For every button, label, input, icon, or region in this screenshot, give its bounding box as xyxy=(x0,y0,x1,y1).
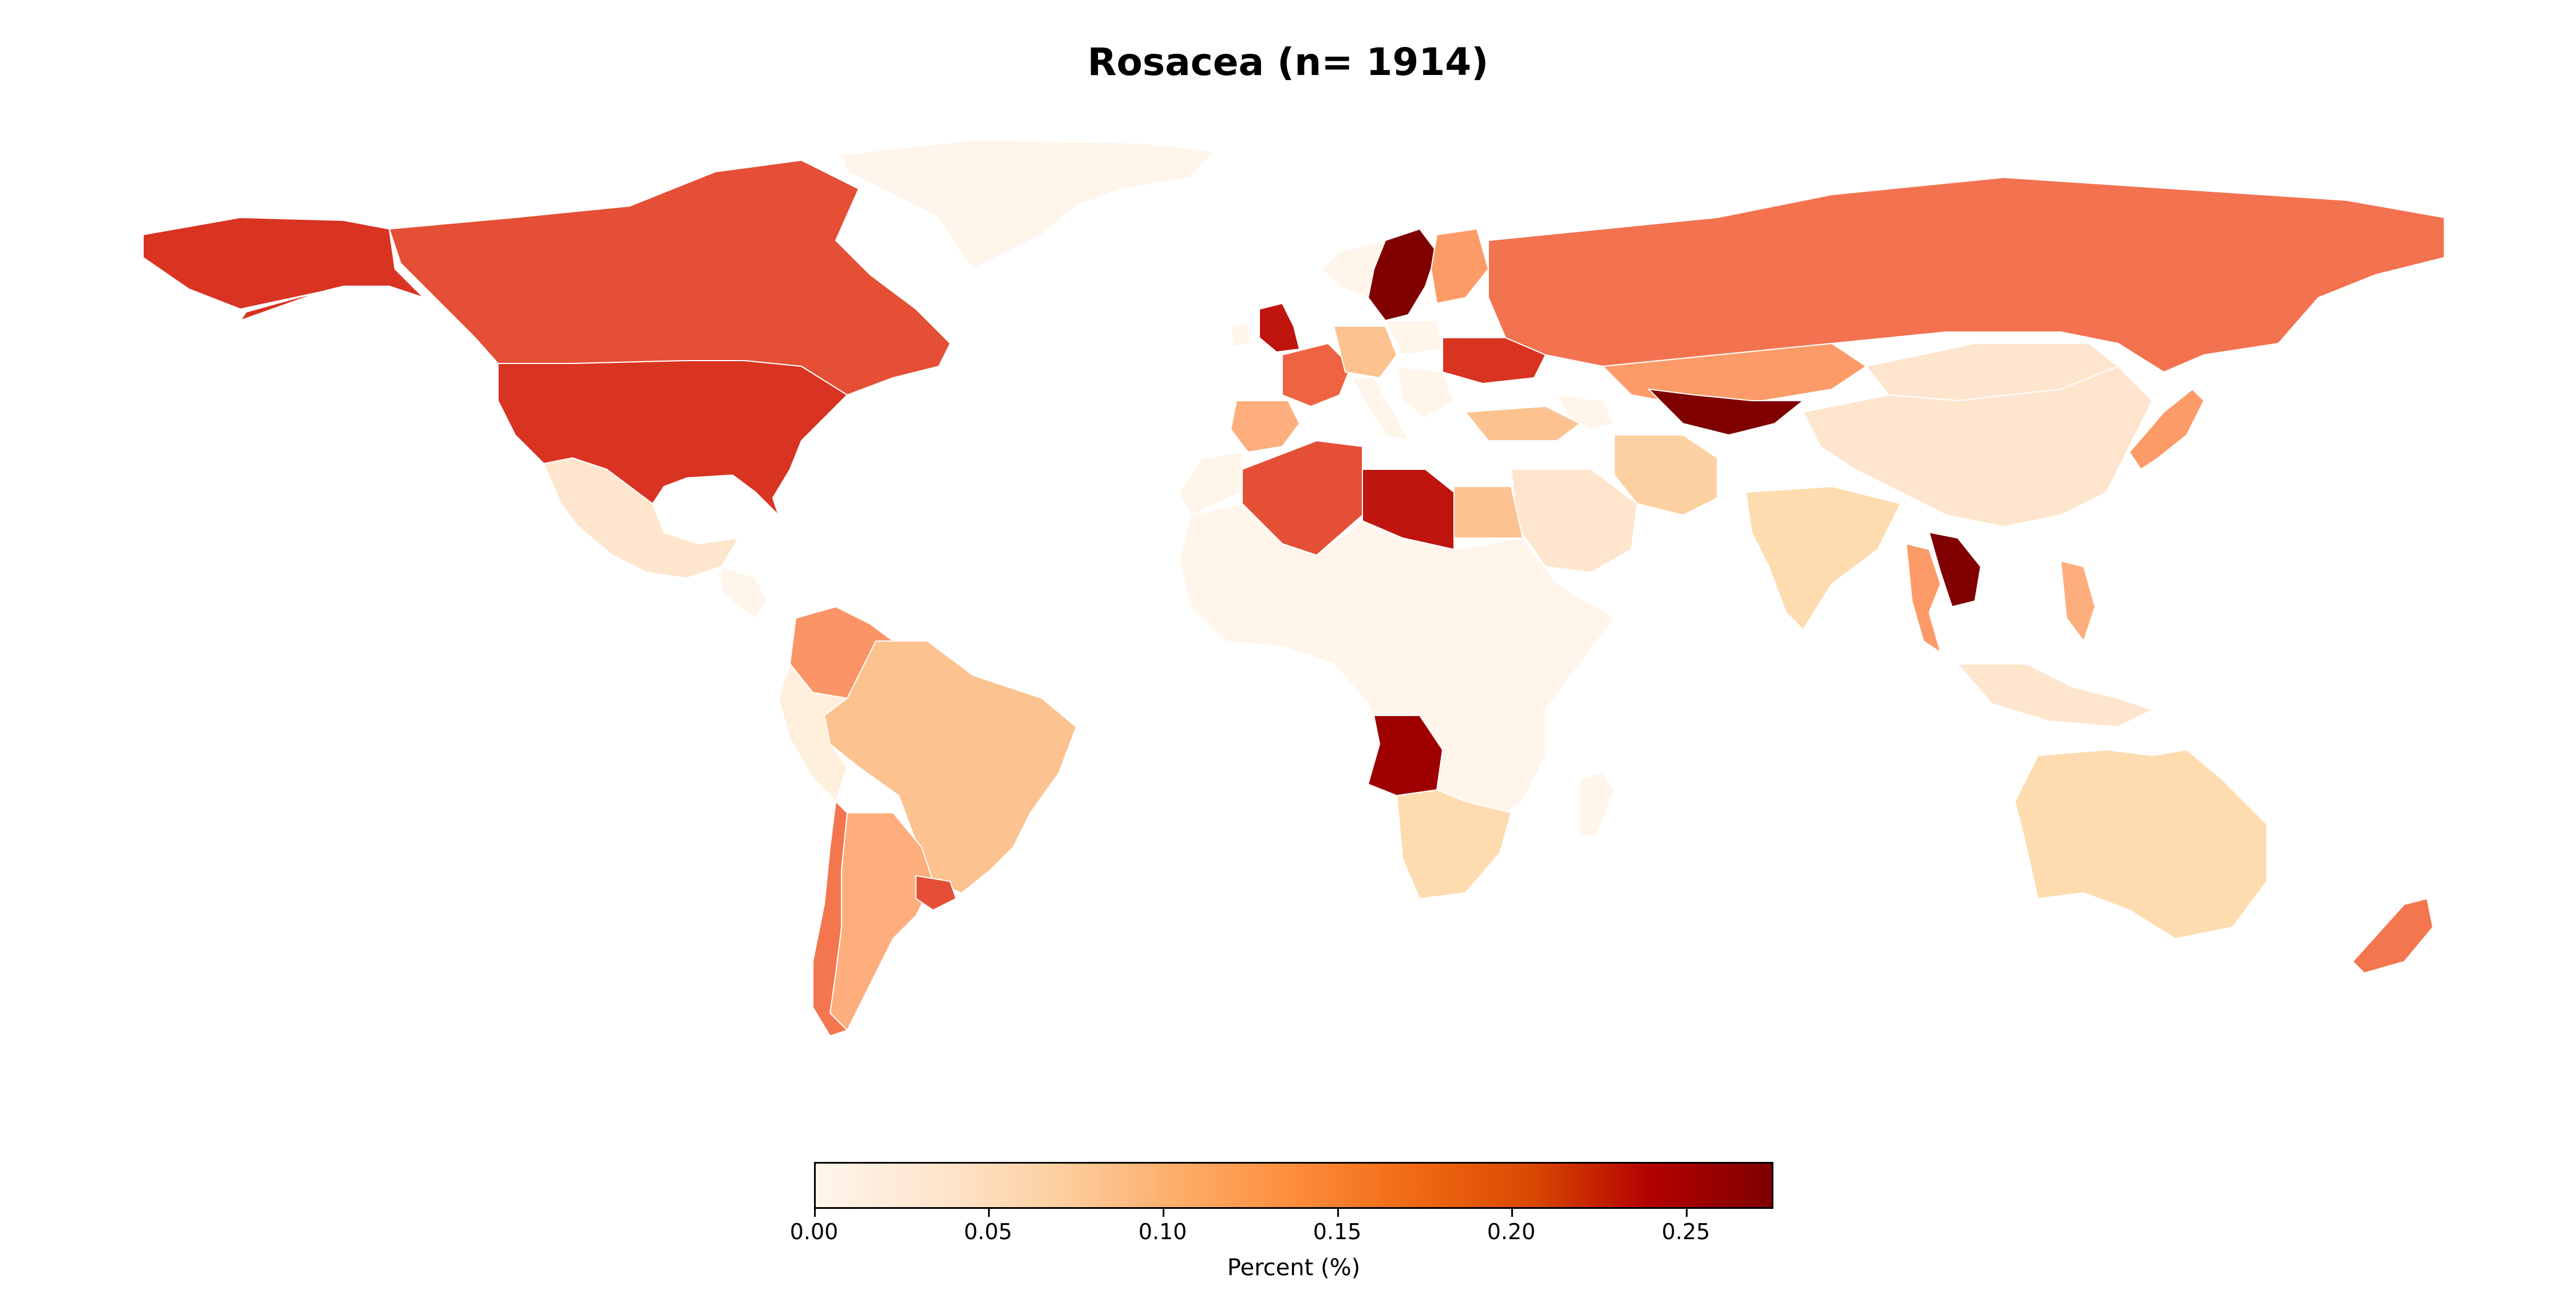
region-turkey xyxy=(1464,405,1581,441)
region-greenland xyxy=(840,139,1215,270)
region-united-kingdom xyxy=(1259,302,1301,353)
colorbar-tick-1 xyxy=(988,1209,990,1217)
region-argentina xyxy=(829,812,934,1031)
colorbar-tick-5 xyxy=(1686,1209,1688,1217)
region-thailand xyxy=(1905,543,1942,654)
region-balkans xyxy=(1396,365,1455,419)
region-canada xyxy=(388,159,951,396)
colorbar-tick-4 xyxy=(1511,1209,1513,1217)
colorbar-tick-label-0: 0.00 xyxy=(789,1219,839,1244)
region-japan xyxy=(2128,388,2205,470)
region-central-america xyxy=(721,566,768,619)
colorbar-tick-label-2: 0.10 xyxy=(1138,1219,1187,1244)
region-iran xyxy=(1614,434,1718,516)
region-peru xyxy=(777,662,849,802)
region-uzbekistan xyxy=(1647,388,1805,436)
region-laos xyxy=(1928,531,1982,608)
region-south-africa xyxy=(1396,789,1512,900)
region-egypt xyxy=(1453,486,1524,539)
region-philippines xyxy=(2060,560,2096,643)
colorbar-tick-label-3: 0.15 xyxy=(1313,1219,1362,1244)
region-finland xyxy=(1430,228,1490,304)
region-morocco xyxy=(1178,451,1243,516)
region-new-zealand xyxy=(2352,897,2434,974)
region-mexico xyxy=(543,457,740,579)
colorbar-tick-0 xyxy=(814,1209,816,1217)
colorbar-title: Percent (%) xyxy=(1227,1255,1361,1281)
region-central-africa xyxy=(1178,503,1615,837)
colorbar-tick-label-1: 0.05 xyxy=(963,1219,1013,1244)
map-title: Rosacea (n= 1914) xyxy=(1087,40,1489,84)
region-china xyxy=(1802,365,2154,528)
region-france xyxy=(1282,342,1352,408)
region-madagascar xyxy=(1579,772,1615,836)
region-caucasus xyxy=(1556,394,1615,430)
region-italy xyxy=(1350,377,1409,442)
region-australia xyxy=(2014,749,2267,940)
region-germany xyxy=(1333,326,1398,379)
colorbar-tick-2 xyxy=(1163,1209,1164,1217)
colorbar-gradient xyxy=(816,1164,1772,1207)
colorbar xyxy=(814,1162,1773,1209)
colorbar-tick-label-5: 0.25 xyxy=(1661,1219,1710,1244)
region-ireland xyxy=(1230,322,1252,347)
region-kazakhstan xyxy=(1601,342,1867,408)
region-spain xyxy=(1230,400,1301,453)
region-russia xyxy=(1488,176,2445,373)
region-alaska xyxy=(143,216,424,322)
region-india xyxy=(1745,485,1902,631)
region-norway xyxy=(1321,239,1386,299)
region-indonesia xyxy=(1956,663,2154,728)
region-chile xyxy=(812,800,848,1037)
region-united-states xyxy=(497,360,848,516)
colorbar-tick-label-4: 0.20 xyxy=(1487,1219,1536,1244)
colorbar-tick-3 xyxy=(1337,1209,1339,1217)
region-uruguay xyxy=(915,875,957,911)
